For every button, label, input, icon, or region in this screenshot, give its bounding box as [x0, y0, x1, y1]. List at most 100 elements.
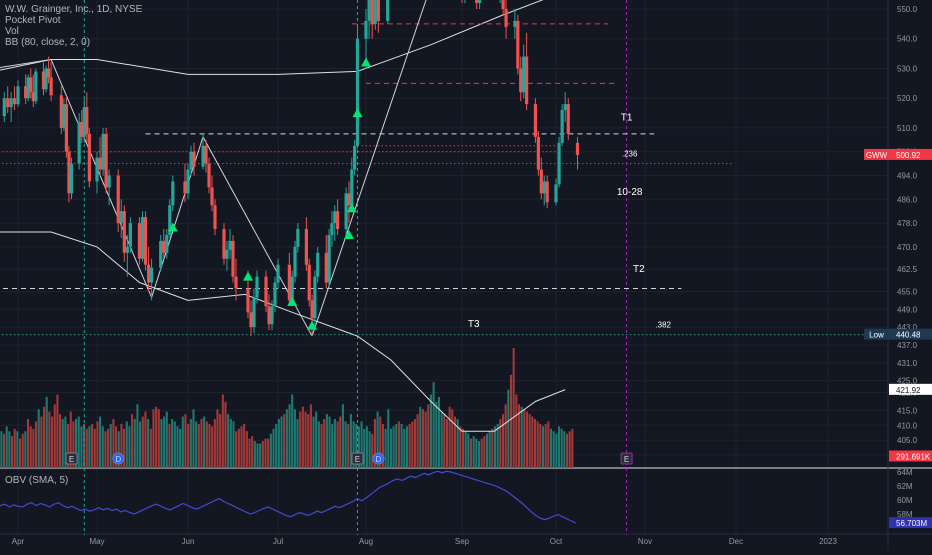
volume-bar	[333, 419, 336, 468]
volume-bar	[301, 406, 304, 468]
candle-body	[373, 0, 377, 24]
volume-bar	[571, 428, 574, 468]
candle-body	[125, 246, 129, 253]
volume-bar	[237, 428, 240, 468]
y-axis-tick-label: 425.0	[897, 377, 918, 386]
candle-body	[34, 71, 38, 102]
candle-body	[222, 229, 226, 259]
candle-body	[255, 276, 259, 298]
volume-bar	[24, 431, 27, 468]
volume-bar	[557, 426, 561, 468]
chart-annotation: T2	[633, 264, 645, 275]
volume-bar	[528, 414, 531, 468]
volume-bar	[53, 404, 56, 468]
candle-body	[324, 252, 328, 283]
y-axis-tick-label: 415.0	[897, 406, 918, 415]
volume-bar	[232, 421, 235, 468]
volume-bar	[381, 423, 384, 468]
obv-tag-box	[889, 517, 932, 529]
volume-bar	[552, 431, 555, 468]
volume-bar	[395, 423, 398, 468]
candle-body	[82, 107, 86, 137]
candle-body	[475, 0, 479, 4]
candle-body	[213, 205, 217, 230]
x-axis-tick-label: Apr	[12, 537, 25, 546]
candle-body	[116, 175, 120, 224]
candle-body	[516, 20, 520, 69]
volume-bar	[261, 441, 264, 468]
chart-annotation: .382	[655, 321, 671, 330]
volume-bar	[69, 411, 72, 468]
candle-body	[575, 142, 580, 155]
volume-bar	[48, 411, 51, 468]
price-tag-name-box	[864, 328, 889, 340]
candle-body	[29, 77, 33, 93]
volume-bar	[29, 426, 32, 468]
candle-body	[367, 0, 371, 21]
volume-bar	[128, 426, 131, 468]
volume-bar	[288, 404, 291, 468]
volume-bar	[37, 409, 40, 468]
volume-bar	[507, 389, 510, 468]
volume-bar	[501, 414, 505, 468]
volume-bar	[363, 428, 366, 468]
candle-body	[80, 121, 84, 137]
y-axis-tick-label: 470.0	[897, 243, 918, 252]
candle-body	[293, 246, 297, 277]
price-tag-box	[889, 148, 932, 160]
volume-bar	[120, 423, 123, 468]
volume-bar	[163, 416, 166, 468]
volume-bar	[485, 433, 489, 468]
volume-bar	[317, 421, 320, 468]
candle-body	[168, 205, 172, 235]
candle-body	[353, 145, 357, 170]
volume-bar	[421, 409, 424, 468]
event-badge-label: E	[355, 455, 360, 464]
candle-body	[364, 20, 368, 39]
volume-bar	[139, 421, 142, 468]
x-axis-tick-label: Jul	[273, 537, 283, 546]
candle-body	[246, 288, 250, 313]
price-tag-name-box	[864, 148, 889, 160]
y-axis-tick-label: 449.0	[897, 305, 918, 314]
candle-body	[98, 157, 102, 170]
volume-bar	[107, 428, 110, 468]
volume-bar	[45, 396, 48, 468]
volume-bar	[40, 416, 43, 468]
volume-bar	[224, 401, 227, 468]
volume-bar	[131, 414, 134, 468]
pocket-pivot-marker	[352, 108, 363, 118]
volume-bar	[411, 421, 414, 468]
price-tag-box	[889, 383, 932, 395]
candle-body	[24, 86, 28, 99]
price-tag-value: 421.92	[896, 386, 921, 395]
volume-bar	[464, 431, 467, 468]
event-badge	[65, 452, 78, 465]
volume-bar	[181, 416, 184, 468]
y-axis-tick-label: 550.0	[897, 5, 918, 14]
legend-indicator-pocket-pivot: Pocket Pivot	[5, 15, 61, 26]
legend: W.W. Grainger, Inc., 1D, NYSE Pocket Piv…	[5, 4, 142, 48]
trend-line	[50, 59, 153, 298]
candle-body	[162, 240, 166, 253]
volume-bar	[93, 428, 96, 468]
volume-bar	[541, 426, 545, 468]
volume-bar	[5, 426, 8, 468]
volume-bar	[360, 421, 363, 468]
volume-bar	[539, 423, 542, 468]
volume-bar	[59, 414, 62, 468]
candle-body	[264, 276, 268, 307]
event-badge	[112, 452, 125, 465]
legend-indicator-bb: BB (80, close, 2, 0)	[5, 37, 91, 48]
volume-bar	[91, 423, 94, 468]
candle-body	[159, 240, 163, 268]
y-axis-tick-label: 410.0	[897, 421, 918, 430]
volume-bar	[229, 419, 232, 468]
candle-body	[478, 0, 482, 4]
y-axis-tick-label: 486.0	[897, 195, 918, 204]
candle-body	[16, 86, 20, 105]
price-tag-box	[889, 328, 932, 340]
volume-bar	[512, 347, 515, 468]
